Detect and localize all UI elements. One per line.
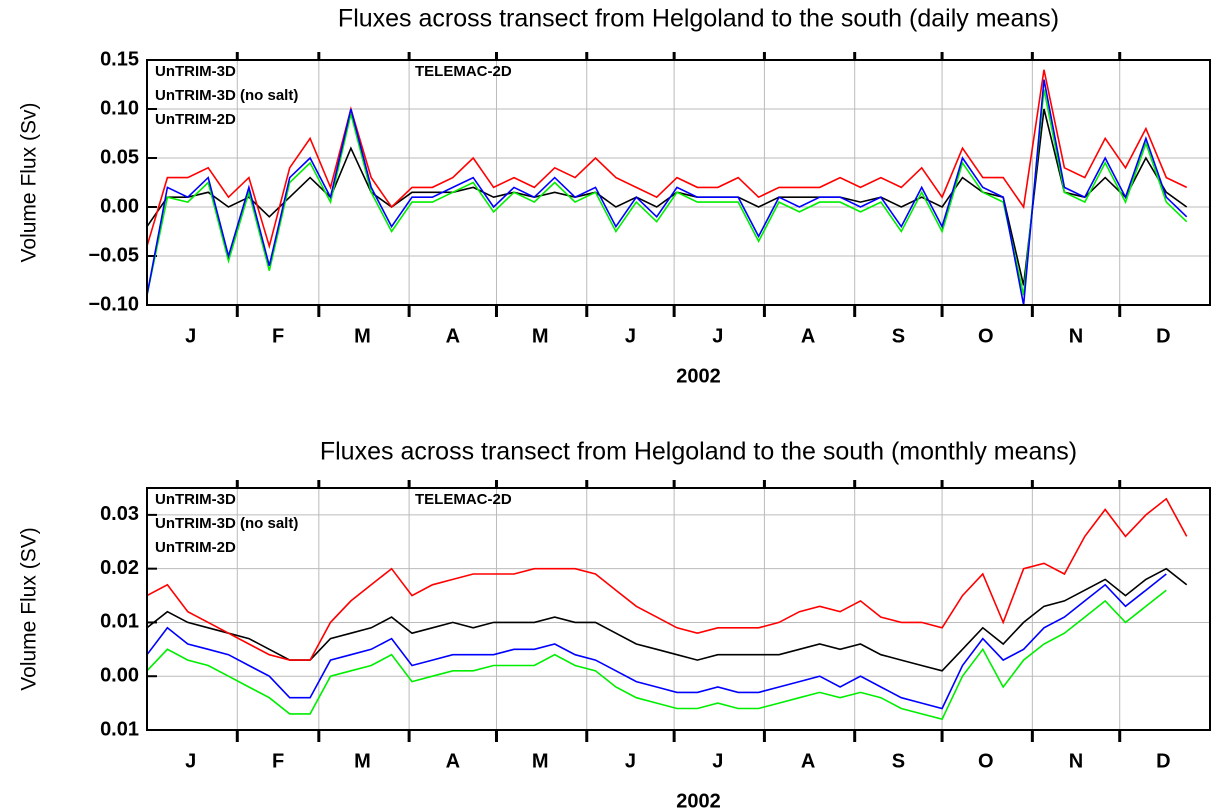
y-tick-label: 0.00: [100, 195, 139, 217]
y-tick-label: −0.10: [88, 293, 139, 315]
chart-title: Fluxes across transect from Helgoland to…: [320, 438, 1077, 466]
chart-title: Fluxes across transect from Helgoland to…: [338, 5, 1059, 33]
x-axis-label: 2002: [676, 365, 721, 387]
y-axis-label: Volume Flux (Sv): [18, 103, 41, 263]
x-tick-label: O: [978, 750, 994, 772]
y-tick-label: 0.05: [100, 146, 139, 168]
legend-entry: UnTRIM-3D: [155, 63, 236, 80]
series-line: [146, 89, 1188, 296]
x-tick-label: S: [892, 325, 905, 347]
series-line: [146, 497, 1188, 661]
y-axis-label: Volume Flux (SV): [18, 527, 41, 690]
legend-entry: TELEMAC-2D: [415, 491, 512, 508]
x-tick-label: J: [185, 750, 196, 772]
x-tick-label: A: [801, 325, 815, 347]
x-tick-label: S: [892, 750, 905, 772]
x-tick-label: A: [446, 325, 460, 347]
x-tick-label: J: [625, 325, 636, 347]
x-tick-label: J: [625, 750, 636, 772]
x-tick-label: M: [532, 750, 549, 772]
legend-entry: UnTRIM-3D: [155, 491, 236, 508]
x-tick-label: M: [354, 325, 371, 347]
x-tick-label: M: [532, 325, 549, 347]
legend-entry: UnTRIM-2D: [155, 111, 236, 128]
x-tick-label: J: [712, 325, 723, 347]
plot-frame: [146, 487, 1211, 731]
x-tick-label: J: [712, 750, 723, 772]
x-tick-label: D: [1156, 325, 1170, 347]
x-tick-label: F: [272, 750, 284, 772]
y-tick-label: 0.03: [100, 503, 139, 525]
series-line: [146, 573, 1167, 710]
legend-entry: UnTRIM-3D (no salt): [155, 87, 298, 104]
series-line: [146, 567, 1188, 672]
series-line: [146, 589, 1167, 721]
x-axis-label: 2002: [676, 790, 721, 812]
y-tick-label: 0.02: [100, 557, 139, 579]
y-tick-label: 0.00: [100, 665, 139, 687]
x-tick-label: O: [978, 325, 994, 347]
y-tick-label: 0.01: [100, 611, 139, 633]
x-tick-label: N: [1069, 325, 1083, 347]
y-tick-label: −0.05: [88, 244, 139, 266]
y-tick-label: 0.01: [100, 718, 139, 740]
series-line: [146, 108, 1188, 286]
y-tick-label: 0.15: [100, 48, 139, 70]
x-tick-label: A: [801, 750, 815, 772]
x-tick-label: A: [446, 750, 460, 772]
series-line: [146, 79, 1188, 306]
legend-entry: TELEMAC-2D: [415, 63, 512, 80]
series-line: [146, 69, 1188, 250]
x-tick-label: N: [1069, 750, 1083, 772]
y-tick-label: 0.10: [100, 97, 139, 119]
legend-entry: UnTRIM-2D: [155, 539, 236, 556]
x-tick-label: F: [272, 325, 284, 347]
plot-frame: [146, 59, 1211, 306]
x-tick-label: J: [185, 325, 196, 347]
x-tick-label: D: [1156, 750, 1170, 772]
legend-entry: UnTRIM-3D (no salt): [155, 515, 298, 532]
x-tick-label: M: [354, 750, 371, 772]
